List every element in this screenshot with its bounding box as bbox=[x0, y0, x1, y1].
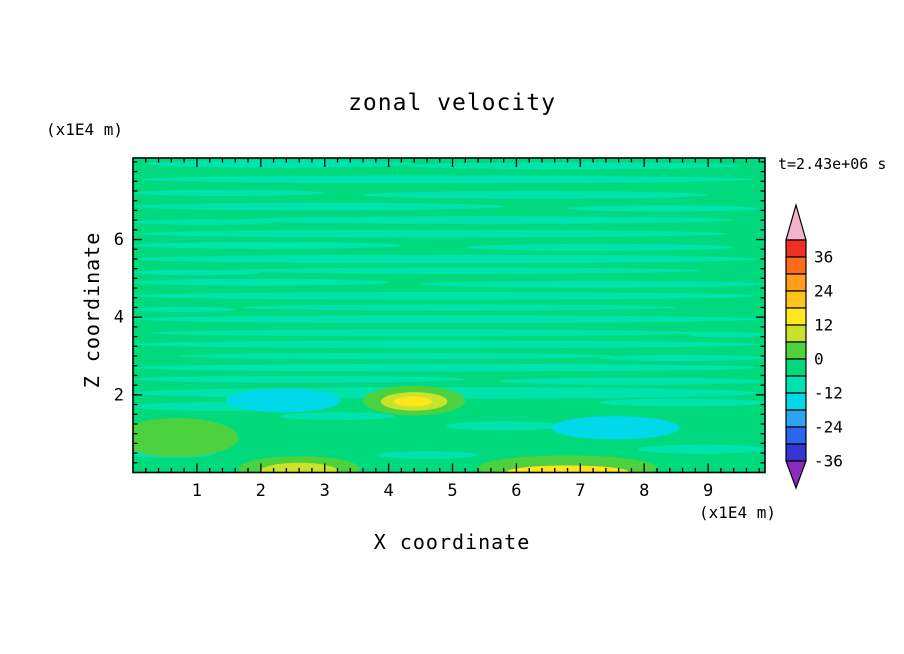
colorbar-box bbox=[785, 392, 807, 411]
contour-streak bbox=[139, 175, 753, 184]
contour-streak bbox=[139, 229, 728, 238]
contour-patch-yellowgreen bbox=[260, 462, 338, 473]
contour-streak bbox=[420, 280, 765, 288]
chart-title: zonal velocity bbox=[348, 90, 556, 116]
contour-streak bbox=[133, 363, 760, 372]
colorbar-box bbox=[785, 375, 807, 394]
colorbar-label: 12 bbox=[814, 316, 833, 335]
colorbar-label: -36 bbox=[814, 452, 843, 471]
contour-streak bbox=[133, 241, 402, 249]
contour-streak bbox=[177, 352, 613, 360]
contour-streak bbox=[599, 398, 765, 407]
time-annotation: t=2.43e+06 s bbox=[778, 155, 887, 173]
colorbar-box bbox=[785, 443, 807, 462]
x-axis-unit-label: (x1E4 m) bbox=[698, 503, 776, 522]
contour-patch-cyan bbox=[551, 416, 680, 440]
contour-streak bbox=[133, 315, 760, 324]
axis-ticks bbox=[133, 158, 765, 473]
colorbar-label: -12 bbox=[814, 384, 843, 403]
contour-patch-green bbox=[133, 418, 239, 457]
colorbar-box bbox=[785, 307, 807, 326]
contour-streak bbox=[637, 444, 765, 454]
contour-streak bbox=[567, 205, 760, 212]
y-axis-unit-label: (x1E4 m) bbox=[46, 120, 124, 139]
contour-streak bbox=[465, 243, 734, 251]
colorbar-label: 24 bbox=[814, 282, 833, 301]
contour-streak bbox=[599, 354, 765, 362]
contour-streak bbox=[497, 377, 765, 385]
x-tick-label: 8 bbox=[639, 481, 649, 501]
contour-streak bbox=[133, 254, 760, 264]
colorbar-box bbox=[785, 426, 807, 445]
x-tick-label: 5 bbox=[447, 481, 457, 501]
colorbar-box bbox=[785, 290, 807, 309]
contour-field bbox=[133, 158, 765, 473]
colorbar-box bbox=[785, 358, 807, 377]
contour-streak bbox=[133, 219, 274, 225]
x-tick-label: 1 bbox=[192, 481, 202, 501]
x-tick-label: 2 bbox=[256, 481, 266, 501]
contour-patch-yellow bbox=[393, 396, 433, 407]
colorbar-box bbox=[785, 256, 807, 275]
x-axis-title: X coordinate bbox=[373, 530, 531, 554]
colorbar-box bbox=[785, 239, 807, 258]
x-tick-label: 6 bbox=[511, 481, 521, 501]
contour-streak bbox=[133, 269, 261, 276]
x-tick-label: 3 bbox=[320, 481, 330, 501]
colorbar-box bbox=[785, 341, 807, 360]
contour-streak bbox=[241, 304, 677, 311]
colorbar-label: 36 bbox=[814, 248, 833, 267]
colorbar-arrow-over bbox=[785, 202, 807, 241]
plot-frame bbox=[132, 157, 766, 474]
contour-patch-cyan bbox=[225, 389, 341, 413]
contour-streak bbox=[446, 421, 562, 431]
contour-streak bbox=[363, 191, 709, 199]
contour-streak bbox=[133, 291, 760, 300]
y-tick-label: 2 bbox=[114, 385, 124, 405]
contour-streak bbox=[228, 267, 702, 274]
contour-streak bbox=[133, 202, 504, 211]
contour-streak bbox=[133, 189, 325, 197]
contour-streak bbox=[133, 306, 236, 313]
colorbar-box bbox=[785, 409, 807, 428]
contour-streak bbox=[145, 159, 415, 168]
contour-streak bbox=[133, 340, 760, 349]
colorbar-box bbox=[785, 324, 807, 343]
contour-streak bbox=[133, 375, 466, 383]
x-tick-label: 7 bbox=[575, 481, 585, 501]
contour-streak bbox=[407, 162, 741, 170]
colorbar-box bbox=[785, 273, 807, 292]
y-tick-label: 4 bbox=[114, 308, 124, 328]
y-tick-label: 6 bbox=[114, 230, 124, 250]
x-tick-label: 9 bbox=[703, 481, 713, 501]
colorbar-arrow-under bbox=[785, 460, 807, 490]
colorbar-label: 0 bbox=[814, 350, 824, 369]
contour-streak bbox=[133, 278, 389, 286]
colorbar-label: -24 bbox=[814, 418, 843, 437]
contour-streak bbox=[235, 216, 734, 225]
contour-streak bbox=[375, 451, 479, 459]
contour-streak bbox=[152, 329, 702, 337]
contour-streak bbox=[688, 331, 765, 338]
contour-streak bbox=[279, 412, 396, 421]
x-tick-label: 4 bbox=[383, 481, 393, 501]
